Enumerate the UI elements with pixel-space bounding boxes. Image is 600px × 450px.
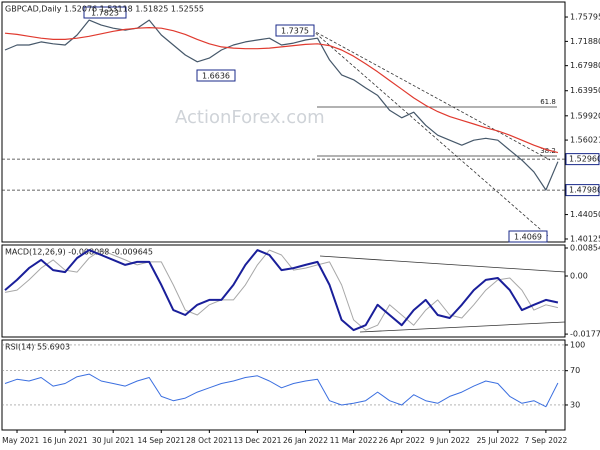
series-line bbox=[4, 27, 559, 154]
y-tick-label: 1.75795 bbox=[570, 13, 600, 22]
price-panel bbox=[1, 1, 566, 243]
fib-label: 61.8 bbox=[540, 98, 556, 106]
y-tick-label: 1.67980 bbox=[570, 61, 600, 70]
level-label: 1.47980 bbox=[569, 186, 600, 195]
annotation-box bbox=[83, 6, 127, 19]
x-tick-label: 25 Jul 2022 bbox=[477, 436, 520, 445]
level-label: 1.52960 bbox=[569, 155, 600, 164]
y-tick-label: 1.63950 bbox=[570, 86, 600, 95]
y-tick-label: 1.40125 bbox=[570, 234, 600, 243]
annotation-box bbox=[508, 230, 548, 243]
x-tick-label: 3 May 2021 bbox=[0, 436, 39, 445]
series-line bbox=[4, 19, 559, 191]
fib-label: 38.2 bbox=[540, 147, 556, 155]
annotation: 1.6636 bbox=[196, 69, 236, 82]
x-tick-label: 30 Jul 2021 bbox=[92, 436, 135, 445]
x-tick-label: 9 Jun 2022 bbox=[430, 436, 471, 445]
annotation-box bbox=[275, 24, 315, 37]
y-tick-label: 0.008543 bbox=[570, 244, 600, 253]
y-tick-label: 1.44050 bbox=[570, 210, 600, 219]
x-tick-label: 14 Sep 2021 bbox=[137, 436, 185, 445]
macd-trend-line bbox=[319, 255, 566, 273]
annotation-box bbox=[196, 69, 236, 82]
y-tick-label: 1.71880 bbox=[570, 37, 600, 46]
y-tick-label: 0.00 bbox=[570, 272, 588, 281]
panel-title: GBPCAD,Daily 1.52076 1.53118 1.51825 1.5… bbox=[5, 5, 204, 14]
trend-line bbox=[311, 29, 549, 237]
y-tick-label: 1.56021 bbox=[570, 136, 600, 145]
annotation: 1.4069 bbox=[508, 230, 548, 243]
trend-line bbox=[311, 29, 551, 161]
y-tick-label: 100 bbox=[570, 340, 585, 349]
annotation: 1.7375 bbox=[275, 24, 315, 37]
panel-title: MACD(12,26,9) -0.008088 -0.009645 bbox=[5, 248, 153, 257]
annotation-text: 1.7375 bbox=[281, 27, 309, 36]
level-box bbox=[565, 184, 600, 197]
annotation-text: 1.6636 bbox=[202, 72, 230, 81]
panel-title: RSI(14) 55.6903 bbox=[5, 343, 70, 352]
y-tick-label: 1.59920 bbox=[570, 111, 600, 120]
y-tick-label: 30 bbox=[570, 400, 580, 409]
x-tick-label: 28 Oct 2021 bbox=[186, 436, 233, 445]
x-tick-label: 26 Jan 2022 bbox=[283, 436, 328, 445]
x-tick-label: 16 Jun 2021 bbox=[43, 436, 88, 445]
x-tick-label: 13 Dec 2021 bbox=[233, 436, 281, 445]
y-tick-label: 70 bbox=[570, 366, 580, 375]
series-line bbox=[4, 249, 559, 332]
rsi-panel bbox=[1, 339, 566, 431]
level-box bbox=[565, 153, 600, 166]
x-tick-label: 7 Sep 2022 bbox=[525, 436, 568, 445]
macd-panel bbox=[1, 244, 566, 338]
annotation-text: 1.4069 bbox=[514, 233, 542, 242]
macd-trend-line bbox=[359, 321, 566, 333]
annotation: 1.7823 bbox=[83, 6, 127, 19]
series-line bbox=[4, 373, 559, 408]
annotation-text: 1.7823 bbox=[91, 9, 119, 18]
x-tick-label: 11 Mar 2022 bbox=[330, 436, 378, 445]
y-tick-label: -0.017722 bbox=[570, 330, 600, 339]
x-tick-label: 26 Apr 2022 bbox=[378, 436, 425, 445]
watermark: ActionForex.com bbox=[175, 107, 325, 128]
